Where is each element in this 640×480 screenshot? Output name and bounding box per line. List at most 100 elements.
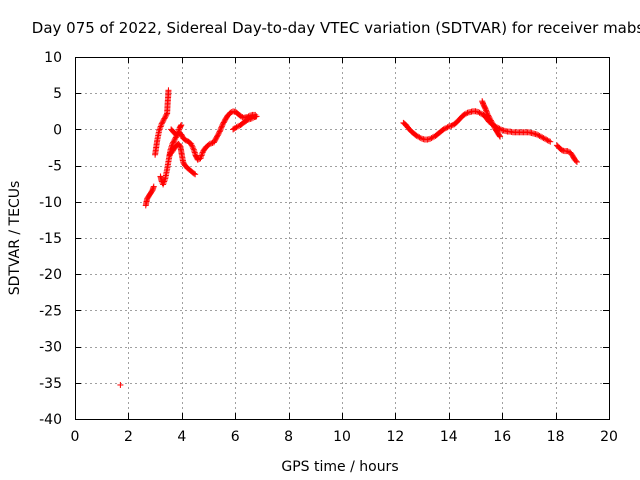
data-point xyxy=(485,113,492,120)
data-point xyxy=(218,124,225,131)
data-point xyxy=(194,156,201,163)
data-point xyxy=(188,142,195,149)
data-point xyxy=(475,109,482,116)
x-tick-label: 12 xyxy=(386,429,404,445)
data-point xyxy=(220,120,227,127)
data-point xyxy=(197,155,204,162)
data-point xyxy=(429,134,436,141)
data-point xyxy=(545,137,552,144)
data-point xyxy=(238,113,245,120)
data-point xyxy=(490,122,497,129)
data-point xyxy=(160,116,167,123)
data-point xyxy=(572,157,579,164)
y-tick-label: -20 xyxy=(39,267,62,283)
y-tick-label: -40 xyxy=(39,412,62,428)
data-point xyxy=(244,116,251,123)
data-point xyxy=(487,116,494,123)
chart-title: Day 075 of 2022, Sidereal Day-to-day VTE… xyxy=(32,19,640,37)
data-point xyxy=(217,125,224,132)
x-axis-label: GPS time / hours xyxy=(281,459,398,475)
data-point xyxy=(188,140,195,147)
data-point xyxy=(150,183,157,190)
data-point xyxy=(440,126,447,133)
data-point xyxy=(248,115,255,122)
data-point xyxy=(497,126,504,133)
y-tick-labels: -40 -35 -30 -25 -20 -15 -10 -5 0 5 10 xyxy=(39,50,62,428)
x-tick-label: 10 xyxy=(333,429,351,445)
data-point xyxy=(540,135,547,142)
data-point xyxy=(533,131,540,138)
data-point xyxy=(177,123,184,130)
y-tick-label: -25 xyxy=(39,303,62,319)
data-point xyxy=(541,135,548,142)
data-point xyxy=(547,138,554,145)
data-point xyxy=(192,171,199,178)
data-point xyxy=(219,122,226,129)
data-point xyxy=(544,137,551,144)
data-point xyxy=(485,112,492,119)
data-point xyxy=(190,145,197,152)
data-point xyxy=(536,132,543,139)
data-point xyxy=(543,136,550,143)
x-tick-label: 6 xyxy=(231,429,240,445)
data-point xyxy=(573,158,580,165)
data-point xyxy=(486,114,493,121)
data-point xyxy=(463,110,470,117)
data-point xyxy=(253,113,260,120)
y-tick-label: -5 xyxy=(48,159,62,175)
data-point xyxy=(215,131,222,138)
data-point xyxy=(158,120,165,127)
data-point xyxy=(170,138,177,145)
data-point xyxy=(232,124,239,131)
data-point xyxy=(159,119,166,126)
x-tick-label: 8 xyxy=(284,429,293,445)
data-point xyxy=(220,119,227,126)
data-point xyxy=(157,123,164,130)
data-point xyxy=(162,114,169,121)
data-point xyxy=(415,133,422,140)
data-point xyxy=(199,151,206,158)
data-point xyxy=(191,170,198,177)
data-point xyxy=(564,148,571,155)
data-point xyxy=(476,109,483,116)
data-point xyxy=(163,111,170,118)
data-point xyxy=(477,110,484,117)
data-point xyxy=(539,134,546,141)
data-point xyxy=(491,123,498,130)
grid xyxy=(75,57,609,419)
data-point xyxy=(189,143,196,150)
y-tick-label: -15 xyxy=(39,231,62,247)
data-point xyxy=(199,149,206,156)
data-point xyxy=(489,120,496,127)
data-point xyxy=(157,124,164,131)
data-point xyxy=(214,133,221,140)
data-point xyxy=(489,121,496,128)
data-point xyxy=(443,124,450,131)
data-point xyxy=(441,125,448,132)
data-point xyxy=(488,118,495,125)
data-point xyxy=(216,128,223,135)
data-point xyxy=(198,152,205,159)
data-point xyxy=(444,124,451,131)
data-point xyxy=(171,137,178,144)
data-point xyxy=(233,124,240,131)
data-point xyxy=(535,132,542,139)
data-point xyxy=(243,117,250,124)
plot-frame xyxy=(75,57,610,420)
data-point xyxy=(234,123,241,130)
x-tick-label: 20 xyxy=(600,429,618,445)
x-tick-label: 4 xyxy=(177,429,186,445)
data-point xyxy=(170,139,177,146)
y-tick-label: 5 xyxy=(53,86,62,102)
data-point xyxy=(214,132,221,139)
data-point xyxy=(428,135,435,142)
data-point xyxy=(160,118,167,125)
y-tick-label: 10 xyxy=(44,50,62,66)
y-tick-label: -10 xyxy=(39,195,62,211)
data-point xyxy=(165,87,172,94)
data-point xyxy=(156,126,163,133)
data-point xyxy=(417,135,424,142)
data-point xyxy=(461,111,468,118)
data-point xyxy=(160,181,167,188)
